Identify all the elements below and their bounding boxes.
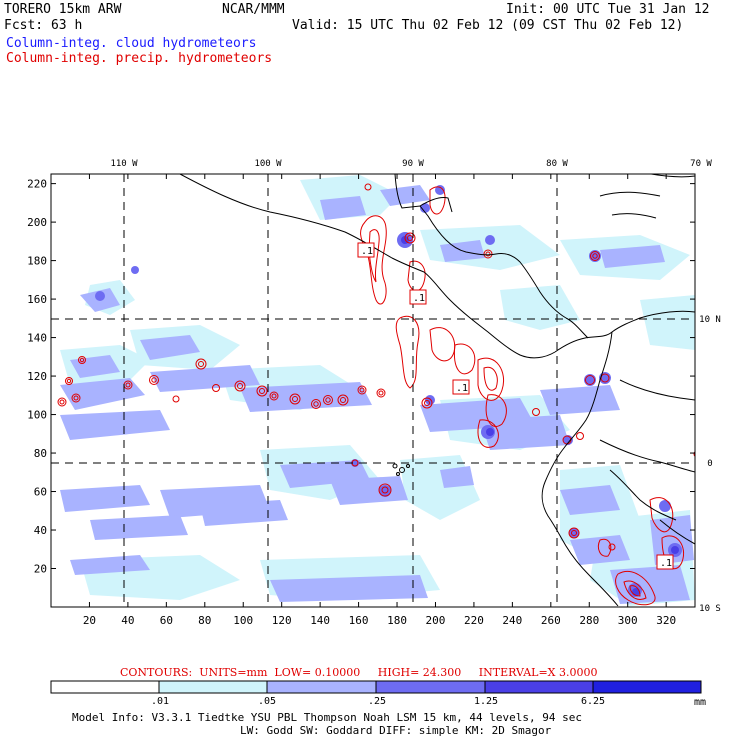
latitude-label: 0 bbox=[707, 459, 712, 469]
lat-lon-grid bbox=[51, 174, 695, 607]
model-title: TORERO 15km ARW bbox=[4, 2, 122, 17]
x-axis-ticks: 20 40 60 80 100 120 140 160 180 200 220 240 260 280 30… bbox=[83, 174, 676, 627]
colorbar-level-1 bbox=[159, 681, 267, 693]
x-tick-label: 160 bbox=[349, 614, 369, 627]
longitude-label: 70 W bbox=[690, 159, 712, 169]
x-tick-label: 260 bbox=[541, 614, 561, 627]
itcz-contour-chain bbox=[57, 183, 695, 551]
y-tick-label: 100 bbox=[27, 409, 47, 422]
hydrometeor-field bbox=[57, 174, 695, 607]
longitude-label: 90 W bbox=[402, 159, 424, 169]
color-bar bbox=[50, 680, 702, 694]
x-tick-label: 320 bbox=[656, 614, 676, 627]
colorbar-unit: mm bbox=[694, 697, 707, 708]
x-tick-label: 20 bbox=[83, 614, 96, 627]
units-label: UNITS=mm bbox=[199, 666, 268, 679]
y-tick-label: 20 bbox=[34, 563, 47, 576]
contour-label: .1 bbox=[413, 293, 425, 304]
coastlines bbox=[179, 174, 695, 607]
x-tick-label: 300 bbox=[618, 614, 638, 627]
x-tick-label: 60 bbox=[160, 614, 173, 627]
field-cloud-label: Column-integ. cloud hydrometeors bbox=[6, 36, 257, 51]
contour-label: .1 bbox=[361, 246, 373, 257]
x-tick-label: 140 bbox=[310, 614, 330, 627]
longitude-label: 110 W bbox=[110, 159, 138, 169]
colorbar-threshold: 6.25 bbox=[581, 696, 606, 707]
x-tick-label: 220 bbox=[464, 614, 484, 627]
latitude-labels: 10 N 0 10 S bbox=[699, 315, 721, 614]
longitude-labels: 110 W 100 W 90 W 80 W 70 W bbox=[110, 159, 712, 169]
low-label: LOW= 0.10000 bbox=[274, 666, 361, 679]
x-tick-label: 80 bbox=[198, 614, 211, 627]
colorbar-level-5 bbox=[593, 681, 701, 693]
contour-label: .1 bbox=[456, 383, 468, 394]
y-tick-label: 140 bbox=[27, 332, 47, 345]
central-america-contours bbox=[360, 186, 507, 448]
x-tick-label: 240 bbox=[502, 614, 522, 627]
x-tick-label: 200 bbox=[426, 614, 446, 627]
field-precip-label: Column-integ. precip. hydrometeors bbox=[6, 51, 273, 66]
y-tick-label: 200 bbox=[27, 216, 47, 229]
contour-label-box bbox=[452, 379, 470, 395]
contours-label: CONTOURS: bbox=[120, 666, 193, 679]
colorbar-level-2 bbox=[267, 681, 376, 693]
forecast-hour: Fcst: 63 h bbox=[4, 18, 83, 33]
valid-time: Valid: 15 UTC Thu 02 Feb 12 (09 CST Thu … bbox=[292, 18, 684, 33]
x-tick-label: 120 bbox=[272, 614, 292, 627]
y-axis-ticks: 220 200 180 160 140 120 100 80 60 40 20 bbox=[27, 178, 695, 576]
init-time: Init: 00 UTC Tue 31 Jan 12 bbox=[506, 2, 710, 17]
latitude-label: 10 S bbox=[699, 604, 721, 614]
model-info: Model Info: V3.3.1 Tiedtke YSU PBL Thomp… bbox=[72, 711, 582, 724]
colorbar-level-4 bbox=[485, 681, 593, 693]
high-label: HIGH= 24.300 bbox=[377, 666, 462, 679]
x-tick-label: 40 bbox=[121, 614, 134, 627]
contour-value-labels: .1 .1 .1 .1 bbox=[357, 242, 674, 570]
y-tick-label: 180 bbox=[27, 255, 47, 268]
colorbar-threshold: 1.25 bbox=[474, 696, 499, 707]
contour-label-box bbox=[656, 554, 674, 570]
plot-frame bbox=[50, 173, 696, 608]
y-tick-label: 60 bbox=[34, 486, 47, 499]
y-tick-label: 220 bbox=[27, 178, 47, 191]
colorbar-threshold: .01 bbox=[151, 696, 170, 707]
physics-info: LW: Godd SW: Goddard DIFF: simple KM: 2D… bbox=[240, 724, 552, 737]
org-label: NCAR/MMM bbox=[222, 2, 285, 17]
contour-info: CONTOURS: UNITS=mm LOW= 0.10000 HIGH= 24… bbox=[120, 666, 597, 679]
y-tick-label: 120 bbox=[27, 370, 47, 383]
x-tick-label: 100 bbox=[233, 614, 253, 627]
latitude-label: 10 N bbox=[699, 315, 721, 325]
longitude-label: 80 W bbox=[546, 159, 568, 169]
contour-label: .1 bbox=[660, 558, 672, 569]
y-tick-label: 40 bbox=[34, 524, 47, 537]
y-tick-label: 80 bbox=[34, 447, 47, 460]
x-tick-label: 280 bbox=[579, 614, 599, 627]
contour-label-box bbox=[357, 242, 375, 258]
contour-label-box bbox=[409, 289, 427, 305]
longitude-label: 100 W bbox=[254, 159, 282, 169]
interval-label: INTERVAL=X 3.0000 bbox=[478, 666, 598, 679]
colorbar-threshold: .05 bbox=[258, 696, 277, 707]
colorbar-level-3 bbox=[376, 681, 485, 693]
x-tick-label: 180 bbox=[387, 614, 407, 627]
y-tick-label: 160 bbox=[27, 293, 47, 306]
colorbar-threshold: .25 bbox=[368, 696, 387, 707]
